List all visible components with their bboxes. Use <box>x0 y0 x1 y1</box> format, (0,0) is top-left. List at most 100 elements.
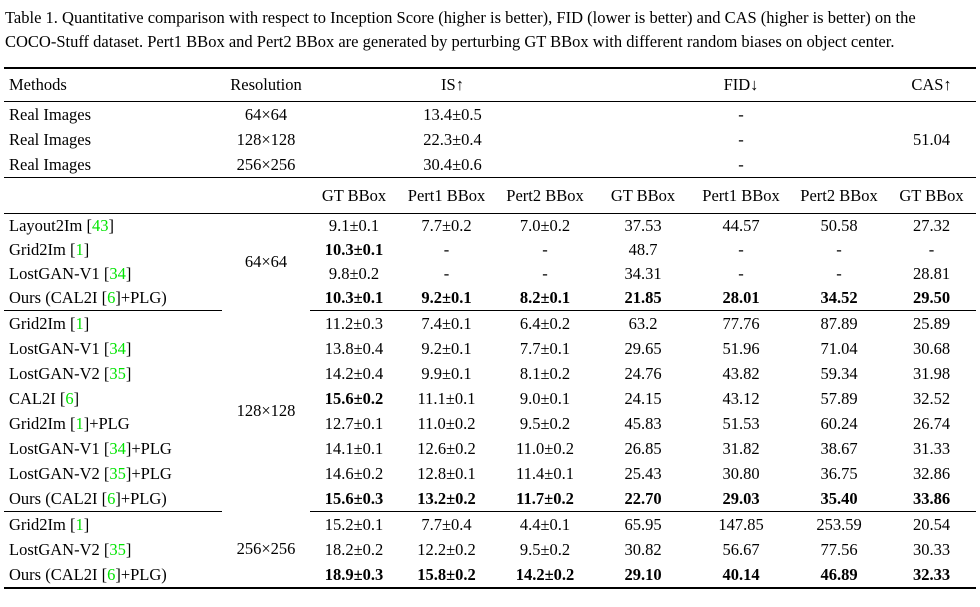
is-pert1-cell: 7.7±0.2 <box>421 216 472 235</box>
table-row: Grid2Im [1] 256×256 15.2±0.1 7.7±0.4 4.4… <box>4 512 976 559</box>
cas-cell: 31.33 <box>912 438 951 458</box>
is-cell: 30.4±0.6 <box>310 152 595 178</box>
citation-number: 6 <box>107 288 116 307</box>
fid-pert2-cell: 50.58 <box>820 216 858 235</box>
fid-pert2-cell: 38.67 <box>820 438 858 458</box>
fid-pert2-cell: 87.89 <box>820 313 858 333</box>
is-pert2-cell: 11.0±0.2 <box>516 438 574 458</box>
is-gt-cell: 15.6±0.3 <box>310 486 398 512</box>
table-row: LostGAN-V2 [35]+PLG 14.6±0.2 12.8±0.1 11… <box>4 461 976 486</box>
is-gt-cell: 10.3±0.1 <box>324 240 384 259</box>
citation-number: 43 <box>91 216 109 235</box>
cas-cell: 31.98 <box>912 363 951 383</box>
is-pert1-cell: 9.9±0.1 <box>421 363 472 383</box>
table-row: LostGAN-V2 [35] 18.2±0.2 12.2±0.2 9.5±0.… <box>4 537 976 562</box>
is-gt-cell: 14.6±0.2 <box>324 463 384 483</box>
method-label: Ours (CAL2I [ <box>9 488 108 508</box>
table-caption: Table 1. Quantitative comparison with re… <box>5 6 975 54</box>
method-name: Ours (CAL2I [6]+PLG) <box>4 486 222 512</box>
cas-cell: 30.33 <box>912 539 951 559</box>
cas-cell: 29.50 <box>887 286 977 311</box>
fid-pert2-cell: 71.04 <box>820 338 858 358</box>
is-gt-cell: 9.1±0.1 <box>328 216 380 235</box>
cas-cell: 20.54 <box>912 514 951 534</box>
cas-cell: 25.89 <box>912 313 951 333</box>
fid-cell: - <box>738 104 744 124</box>
is-pert1-cell: 9.2±0.1 <box>421 338 472 358</box>
fid-pert2-cell: 36.75 <box>820 463 858 483</box>
table-row: Ours (CAL2I [6]+PLG) 15.6±0.3 13.2±0.2 1… <box>4 486 977 512</box>
fid-pert1-cell: 29.03 <box>691 486 791 512</box>
is-pert2-cell: 9.5±0.2 <box>519 539 571 559</box>
is-pert1-cell: 15.8±0.2 <box>417 564 476 584</box>
is-pert1-cell: 11.1±0.1 <box>417 388 476 408</box>
is-pert1-cell: - <box>443 240 450 259</box>
table-row: Grid2Im [1]+PLG 12.7±0.1 11.0±0.2 9.5±0.… <box>4 411 976 436</box>
method-label: LostGAN-V1 [ <box>9 264 110 283</box>
method-label-suffix: ] <box>125 363 132 383</box>
fid-gt-cell: 24.15 <box>624 388 662 408</box>
fid-gt-cell: 63.2 <box>628 313 658 333</box>
method-name: Ours (CAL2I [6]+PLG) <box>4 286 222 311</box>
cas-cell: 32.86 <box>912 463 951 483</box>
resolution-cell: 64×64 <box>244 104 288 124</box>
subcol-header: GT BBox <box>310 177 398 214</box>
method-name: Grid2Im [1] <box>4 238 222 262</box>
cas-cell: 32.52 <box>912 388 951 408</box>
is-pert2-cell: 4.4±0.1 <box>519 514 571 534</box>
method-label-suffix: ] <box>83 514 90 534</box>
caption-line-2: COCO-Stuff dataset. Pert1 BBox and Pert2… <box>5 32 895 51</box>
method-name: LostGAN-V1 [34] <box>4 262 222 286</box>
method-name: Real Images <box>4 152 222 178</box>
table-row: LostGAN-V1 [34] 13.8±0.4 9.2±0.1 7.7±0.1… <box>4 336 976 361</box>
fid-cell: - <box>738 129 744 149</box>
method-name: LostGAN-V1 [34]+PLG <box>4 436 222 461</box>
fid-gt-cell: 21.85 <box>595 286 691 311</box>
fid-pert1-cell: 43.12 <box>722 388 760 408</box>
fid-pert1-cell: 43.82 <box>722 363 760 383</box>
cas-cell: 33.86 <box>887 486 977 512</box>
table-row: Grid2Im [1] 128×128 11.2±0.3 7.4±0.1 6.4… <box>4 311 976 421</box>
fid-pert1-cell: - <box>738 264 744 283</box>
fid-gt-cell: 25.43 <box>624 463 662 483</box>
fid-pert2-cell: - <box>836 264 842 283</box>
table-row: Layout2Im [43] 64×64 9.1±0.1 7.7±0.2 7.0… <box>4 214 976 271</box>
citation-number: 34 <box>109 264 126 283</box>
fid-gt-cell: 48.7 <box>628 240 658 259</box>
citation-number: 6 <box>107 564 116 584</box>
fid-pert2-cell: 59.34 <box>820 363 858 383</box>
is-pert1-cell: 11.0±0.2 <box>417 413 476 433</box>
method-name: LostGAN-V2 [35] <box>4 537 222 562</box>
method-label: Grid2Im [ <box>9 514 76 534</box>
fid-pert1-cell: 44.57 <box>722 216 760 235</box>
cas-cell: - <box>928 240 935 259</box>
fid-pert2-cell: 35.40 <box>791 486 888 512</box>
table-row: LostGAN-V1 [34]+PLG 14.1±0.1 12.6±0.2 11… <box>4 436 976 461</box>
method-name: LostGAN-V2 [35]+PLG <box>4 461 222 486</box>
is-gt-cell: 12.7±0.1 <box>324 413 384 433</box>
subcol-header: GT BBox <box>887 177 977 214</box>
is-gt-cell: 18.9±0.3 <box>324 564 384 584</box>
fid-pert2-cell: 60.24 <box>820 413 858 433</box>
is-pert2-cell: 14.2±0.2 <box>515 564 575 584</box>
citation-number: 6 <box>107 488 116 508</box>
is-gt-cell: 14.1±0.1 <box>324 438 384 458</box>
is-pert2-cell: 8.2±0.1 <box>495 286 595 311</box>
fid-pert1-cell: 28.01 <box>691 286 791 311</box>
is-pert2-cell: 9.0±0.1 <box>519 388 571 408</box>
method-label-suffix: ] <box>73 388 80 408</box>
method-name: Real Images <box>9 104 92 124</box>
is-cell: 13.4±0.5 <box>423 104 482 124</box>
table-row: Ours (CAL2I [6]+PLG) 18.9±0.3 15.8±0.2 1… <box>4 562 976 588</box>
is-pert1-cell: - <box>443 264 450 283</box>
is-gt-cell: 10.3±0.1 <box>310 286 398 311</box>
is-pert2-cell: 9.5±0.2 <box>519 413 571 433</box>
fid-pert2-cell: 253.59 <box>816 514 862 534</box>
col-header-fid: FID↓ <box>595 68 888 102</box>
caption-line-1: Table 1. Quantitative comparison with re… <box>5 8 916 27</box>
results-table: Methods Resolution IS↑ FID↓ CAS↑ Real Im… <box>4 67 977 589</box>
is-pert1-cell: 9.2±0.1 <box>398 286 495 311</box>
fid-pert2-cell: 34.52 <box>791 286 888 311</box>
fid-pert2-cell: - <box>836 240 842 259</box>
citation-number: 35 <box>109 539 126 559</box>
